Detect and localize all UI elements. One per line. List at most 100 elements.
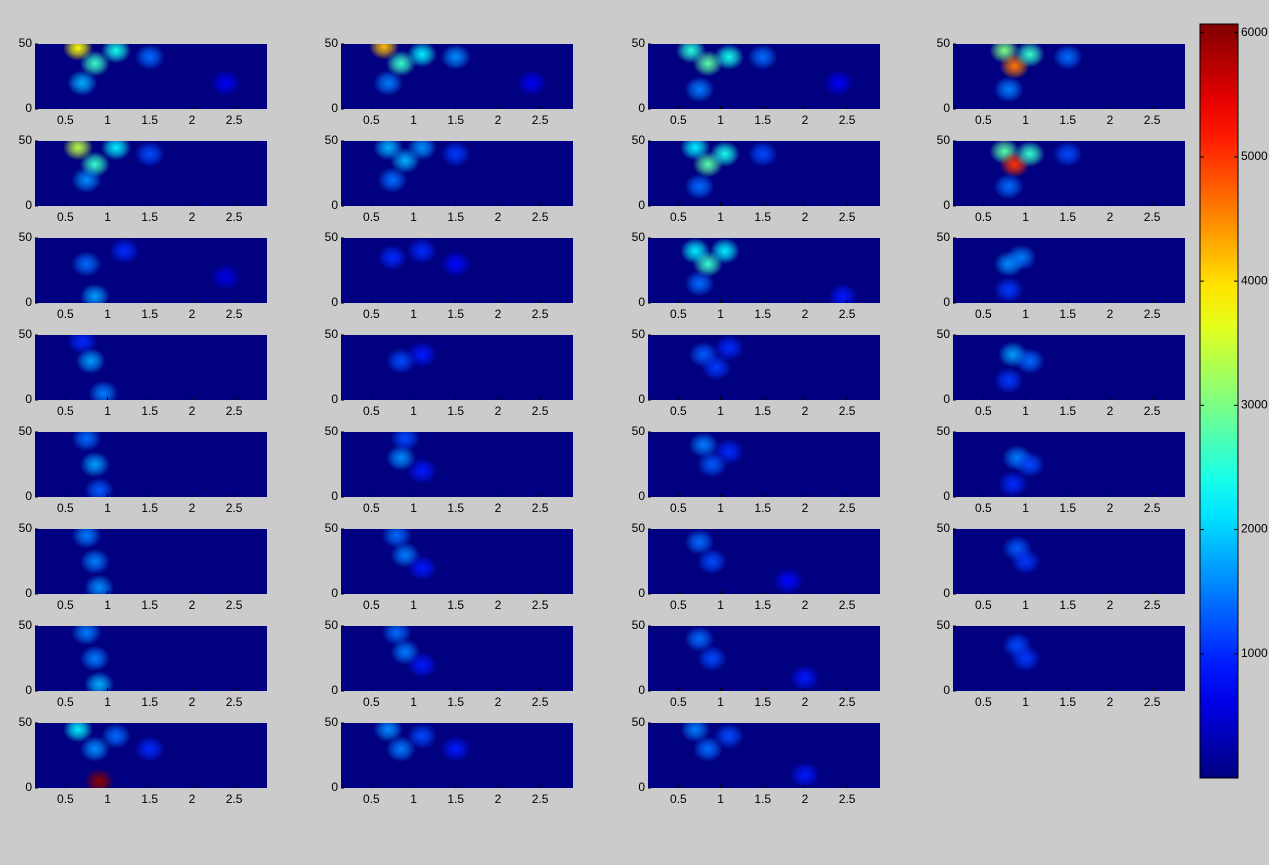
x-tick-label: 1 <box>410 792 417 806</box>
subplot: 0.5 1 1.5 2 2.5 0 50 <box>19 424 267 515</box>
x-tick-label: 2.5 <box>1144 307 1161 321</box>
x-tick-label: 1 <box>717 695 724 709</box>
y-tick-label: 0 <box>638 101 645 115</box>
colorbar: 1000 2000 3000 4000 5000 6000 <box>1199 23 1268 779</box>
heat-spot <box>79 451 110 478</box>
plot-area <box>953 626 1185 691</box>
x-tick-label: 2.5 <box>1144 695 1161 709</box>
x-tick-label: 0.5 <box>57 501 74 515</box>
y-tick-label: 50 <box>325 327 339 341</box>
x-tick-label: 2.5 <box>532 598 549 612</box>
heat-spot <box>709 141 740 167</box>
x-tick-label: 1.5 <box>754 598 771 612</box>
y-tick-label: 50 <box>325 133 339 147</box>
subplot: 0.5 1 1.5 2 2.5 0 50 <box>632 715 880 806</box>
x-tick-label: 0.5 <box>975 210 992 224</box>
x-tick-label: 2 <box>495 792 502 806</box>
x-tick-label: 0.5 <box>57 113 74 127</box>
heat-spot <box>71 432 102 452</box>
x-tick-label: 2.5 <box>532 404 549 418</box>
subplot: 0.5 1 1.5 2 2.5 0 50 <box>325 327 573 418</box>
heat-spot <box>134 141 165 167</box>
heat-spot <box>373 70 404 96</box>
x-tick-label: 1 <box>104 404 111 418</box>
x-tick-label: 1 <box>717 792 724 806</box>
x-tick-label: 2 <box>802 695 809 709</box>
heat-spot <box>823 70 854 96</box>
y-tick-label: 50 <box>632 327 646 341</box>
x-tick-label: 2.5 <box>532 501 549 515</box>
x-tick-label: 2 <box>189 695 196 709</box>
heat-layer <box>993 244 1037 303</box>
heat-spot <box>701 354 732 381</box>
heat-layer <box>377 238 471 277</box>
x-tick-label: 0.5 <box>670 598 687 612</box>
x-tick-label: 2.5 <box>226 307 243 321</box>
heat-spot <box>709 238 740 264</box>
heat-layer <box>381 529 437 581</box>
x-tick-label: 1.5 <box>754 404 771 418</box>
x-tick-label: 2 <box>802 210 809 224</box>
y-tick-label: 0 <box>25 586 32 600</box>
heat-layer <box>381 626 437 678</box>
x-tick-label: 2 <box>802 501 809 515</box>
x-tick-label: 2 <box>495 501 502 515</box>
heat-spot <box>697 548 728 575</box>
x-tick-label: 0.5 <box>670 695 687 709</box>
y-tick-label: 50 <box>937 521 951 535</box>
heat-layer <box>688 335 744 381</box>
heat-spot <box>1006 244 1037 271</box>
x-tick-label: 1 <box>1022 598 1029 612</box>
x-tick-label: 2.5 <box>1144 113 1161 127</box>
subplot: 0.5 1 1.5 2 2.5 0 50 <box>937 133 1185 224</box>
x-tick-label: 1.5 <box>1059 404 1076 418</box>
subplot: 0.5 1 1.5 2 2.5 0 50 <box>632 327 880 418</box>
heat-spot <box>79 548 110 575</box>
heat-spot <box>210 264 241 290</box>
heat-spot <box>747 141 778 167</box>
subplot: 0.5 1 1.5 2 2.5 0 50 <box>325 36 573 127</box>
x-tick-label: 1 <box>1022 501 1029 515</box>
x-tick-label: 1.5 <box>1059 307 1076 321</box>
heat-spot <box>100 723 131 749</box>
x-tick-label: 1.5 <box>447 792 464 806</box>
x-tick-label: 1 <box>104 210 111 224</box>
x-tick-label: 1.5 <box>447 404 464 418</box>
subplot: 0.5 1 1.5 2 2.5 0 50 <box>937 327 1185 418</box>
heat-spot <box>440 44 471 70</box>
y-tick-label: 0 <box>25 101 32 115</box>
heat-spot <box>109 238 140 264</box>
heat-layer <box>684 626 820 691</box>
heat-spot <box>79 283 110 303</box>
x-tick-label: 1.5 <box>141 501 158 515</box>
x-tick-label: 2.5 <box>1144 501 1161 515</box>
colorbar-tick-label: 5000 <box>1241 149 1268 163</box>
x-tick-label: 2 <box>1107 113 1114 127</box>
x-tick-label: 0.5 <box>57 307 74 321</box>
x-tick-label: 1 <box>410 598 417 612</box>
y-tick-label: 50 <box>325 521 339 535</box>
heat-spot <box>406 141 437 161</box>
x-tick-label: 0.5 <box>363 210 380 224</box>
y-tick-label: 0 <box>331 392 338 406</box>
heat-spot <box>84 768 115 788</box>
heat-spot <box>100 44 131 64</box>
x-tick-label: 1.5 <box>447 501 464 515</box>
subplot: 0.5 1 1.5 2 2.5 0 50 <box>325 618 573 709</box>
y-tick-label: 50 <box>937 230 951 244</box>
subplot: 0.5 1 1.5 2 2.5 0 50 <box>937 521 1185 612</box>
x-tick-label: 2.5 <box>839 792 856 806</box>
y-tick-label: 0 <box>25 295 32 309</box>
heat-layer <box>676 44 854 103</box>
heat-spot <box>993 367 1024 394</box>
heat-layer <box>989 141 1083 200</box>
heat-spot <box>684 626 715 652</box>
subplot: 0.5 1 1.5 2 2.5 0 50 <box>325 715 573 806</box>
heat-layer <box>63 141 165 193</box>
y-tick-label: 50 <box>19 521 33 535</box>
plot-area <box>35 626 267 691</box>
heat-layer <box>1002 535 1041 575</box>
x-tick-label: 1 <box>410 210 417 224</box>
subplot: 0.5 1 1.5 2 2.5 0 50 <box>632 521 880 612</box>
x-tick-label: 1 <box>717 598 724 612</box>
